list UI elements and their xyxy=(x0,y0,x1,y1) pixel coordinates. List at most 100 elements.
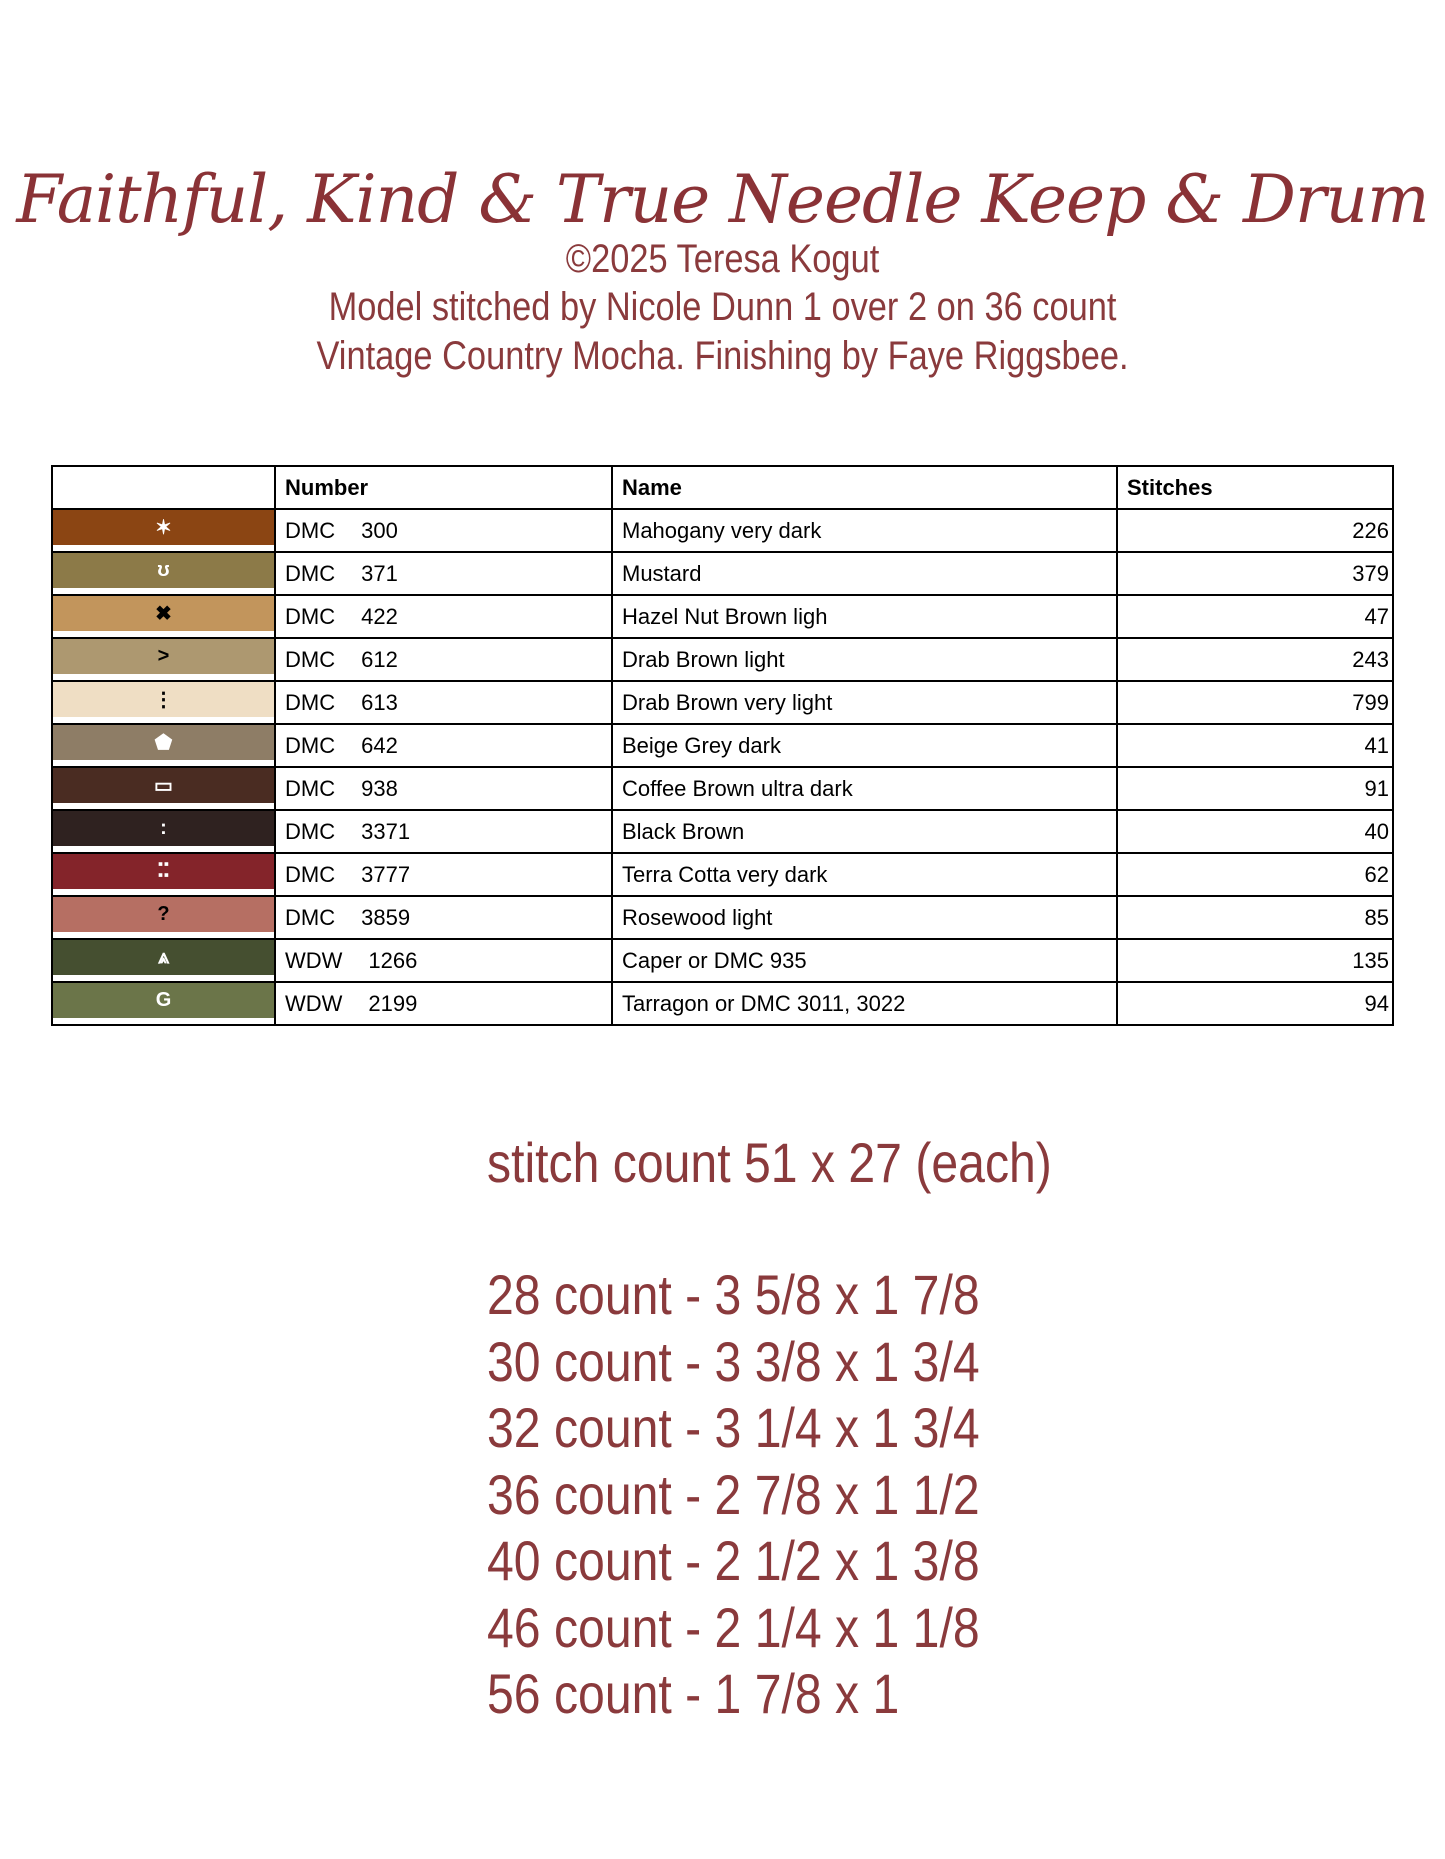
color-swatch: : xyxy=(51,809,276,854)
floss-brand: DMC xyxy=(285,904,336,930)
stitch-symbol-icon: ⩓ xyxy=(157,946,170,968)
copyright: ©2025 Teresa Kogut xyxy=(565,237,880,281)
stitch-total: 91 xyxy=(1116,766,1394,811)
floss-number: DMC 3371 xyxy=(274,809,613,854)
fabric-size-line: 40 count - 2 1/2 x 1 3/8 xyxy=(487,1529,980,1592)
floss-code: 613 xyxy=(361,689,398,715)
floss-code: 642 xyxy=(361,732,398,758)
color-swatch: ✶ xyxy=(51,508,276,553)
floss-brand: DMC xyxy=(285,560,336,586)
floss-key-table: Number Name Stitches ✶ DMC 300 Mahogany ver… xyxy=(51,465,1394,1026)
fabric-size-line: 30 count - 3 3/8 x 1 3/4 xyxy=(487,1329,980,1393)
floss-code: 1266 xyxy=(368,947,418,973)
floss-name: Coffee Brown ultra dark xyxy=(611,766,1118,811)
stitch-symbol-icon: G xyxy=(155,989,172,1011)
pattern-title: Faithful, Kind & True Needle Keep & Drum xyxy=(16,161,1429,238)
floss-code: 371 xyxy=(361,560,398,586)
floss-number: DMC 422 xyxy=(274,594,613,639)
stitch-symbol-icon: ✶ xyxy=(155,517,172,539)
floss-number: DMC 938 xyxy=(274,766,613,811)
floss-code: 612 xyxy=(361,646,398,672)
floss-number: DMC 613 xyxy=(274,680,613,725)
table-row: ⠭ DMC 3777 Terra Cotta very dark 62 xyxy=(51,852,1394,897)
header-number: Number xyxy=(274,465,613,510)
floss-number: DMC 371 xyxy=(274,551,613,596)
floss-name: Rosewood light xyxy=(611,895,1118,940)
floss-code: 300 xyxy=(361,517,398,543)
table-row: : DMC 3371 Black Brown 40 xyxy=(51,809,1394,854)
stitch-symbol-icon: > xyxy=(157,645,170,667)
stitch-symbol-icon: ? xyxy=(157,903,170,925)
floss-number: DMC 612 xyxy=(274,637,613,682)
floss-brand: DMC xyxy=(285,732,336,758)
table-row: ✶ DMC 300 Mahogany very dark 226 xyxy=(51,508,1394,553)
color-swatch: ✖ xyxy=(51,594,276,639)
stitch-total: 379 xyxy=(1116,551,1394,596)
floss-name: Caper or DMC 935 xyxy=(611,938,1118,983)
floss-code: 938 xyxy=(361,775,398,801)
floss-number: DMC 642 xyxy=(274,723,613,768)
fabric-size-line: 56 count - 1 7/8 x 1 xyxy=(487,1662,900,1725)
stitch-total: 47 xyxy=(1116,594,1394,639)
color-swatch: ⩓ xyxy=(51,938,276,983)
header-symbol xyxy=(51,465,276,510)
model-credit-line-1: Model stitched by Nicole Dunn 1 over 2 o… xyxy=(328,285,1117,329)
fabric-size-line: 36 count - 2 7/8 x 1 1/2 xyxy=(487,1462,980,1526)
table-row: ʊ DMC 371 Mustard 379 xyxy=(51,551,1394,596)
header-stitches: Stitches xyxy=(1116,465,1394,510)
table-row: ⬟ DMC 642 Beige Grey dark 41 xyxy=(51,723,1394,768)
table-row: G WDW 2199 Tarragon or DMC 3011, 3022 94 xyxy=(51,981,1394,1026)
floss-number: WDW 2199 xyxy=(274,981,613,1026)
fabric-size-line: 28 count - 3 5/8 x 1 7/8 xyxy=(487,1263,980,1326)
color-swatch: ⋮ xyxy=(51,680,276,725)
floss-code: 3859 xyxy=(361,904,411,930)
stitch-total: 799 xyxy=(1116,680,1394,725)
stitch-total: 41 xyxy=(1116,723,1394,768)
size-list: 28 count - 3 5/8 x 1 7/8 30 count - 3 3/8… xyxy=(487,1262,980,1728)
floss-name: Drab Brown very light xyxy=(611,680,1118,725)
stitch-symbol-icon: ⠭ xyxy=(156,861,171,883)
table-row: ⋮ DMC 613 Drab Brown very light 799 xyxy=(51,680,1394,725)
color-swatch: ? xyxy=(51,895,276,940)
floss-code: 2199 xyxy=(368,990,418,1016)
color-swatch: G xyxy=(51,981,276,1026)
table-header-row: Number Name Stitches xyxy=(51,465,1394,510)
stitch-total: 62 xyxy=(1116,852,1394,897)
floss-number: DMC 300 xyxy=(274,508,613,553)
floss-brand: DMC xyxy=(285,818,336,844)
floss-brand: DMC xyxy=(285,775,336,801)
model-credit-line-2: Vintage Country Mocha. Finishing by Faye… xyxy=(316,334,1129,378)
floss-number: WDW 1266 xyxy=(274,938,613,983)
floss-brand: WDW xyxy=(285,990,343,1016)
table-row: ⩓ WDW 1266 Caper or DMC 935 135 xyxy=(51,938,1394,983)
floss-name: Mustard xyxy=(611,551,1118,596)
stitch-symbol-icon: ▭ xyxy=(154,775,173,797)
floss-code: 3777 xyxy=(361,861,411,887)
stitch-total: 243 xyxy=(1116,637,1394,682)
floss-name: Drab Brown light xyxy=(611,637,1118,682)
stitch-symbol-icon: ʊ xyxy=(157,559,170,581)
stitch-symbol-icon: : xyxy=(160,817,167,839)
stitch-symbol-icon: ✖ xyxy=(155,603,172,625)
floss-number: DMC 3777 xyxy=(274,852,613,897)
color-swatch: ⠭ xyxy=(51,852,276,897)
stitch-symbol-icon: ⬟ xyxy=(154,732,173,754)
stitch-total: 226 xyxy=(1116,508,1394,553)
floss-code: 422 xyxy=(361,603,398,629)
floss-number: DMC 3859 xyxy=(274,895,613,940)
table-row: > DMC 612 Drab Brown light 243 xyxy=(51,637,1394,682)
floss-name: Mahogany very dark xyxy=(611,508,1118,553)
stitch-total: 40 xyxy=(1116,809,1394,854)
floss-name: Terra Cotta very dark xyxy=(611,852,1118,897)
table-row: ▭ DMC 938 Coffee Brown ultra dark 91 xyxy=(51,766,1394,811)
floss-brand: DMC xyxy=(285,689,336,715)
floss-name: Black Brown xyxy=(611,809,1118,854)
stitch-total: 135 xyxy=(1116,938,1394,983)
floss-name: Tarragon or DMC 3011, 3022 xyxy=(611,981,1118,1026)
table-row: ✖ DMC 422 Hazel Nut Brown ligh 47 xyxy=(51,594,1394,639)
floss-code: 3371 xyxy=(361,818,411,844)
color-swatch: > xyxy=(51,637,276,682)
color-swatch: ⬟ xyxy=(51,723,276,768)
stitch-count: stitch count 51 x 27 (each) xyxy=(487,1131,1052,1194)
stitch-total: 94 xyxy=(1116,981,1394,1026)
